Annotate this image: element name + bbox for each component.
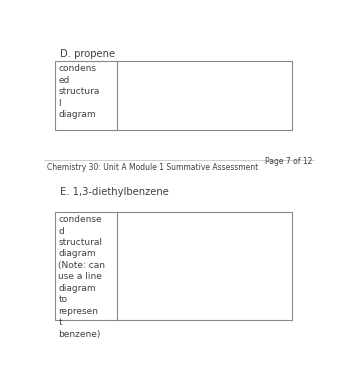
- Text: condense
d
structural
diagram
(Note: can
use a line
diagram
to
represen
t
benzen: condense d structural diagram (Note: can…: [58, 215, 105, 339]
- Text: Page 7 of 12: Page 7 of 12: [265, 158, 312, 166]
- Bar: [55, 212, 292, 320]
- Text: D. propene: D. propene: [60, 49, 115, 59]
- Text: Chemistry 30: Unit A Module 1 Summative Assessment: Chemistry 30: Unit A Module 1 Summative …: [47, 163, 258, 172]
- Bar: [55, 61, 292, 130]
- Text: E. 1,3-diethylbenzene: E. 1,3-diethylbenzene: [60, 187, 169, 197]
- Text: condens
ed
structura
l
diagram: condens ed structura l diagram: [58, 64, 100, 119]
